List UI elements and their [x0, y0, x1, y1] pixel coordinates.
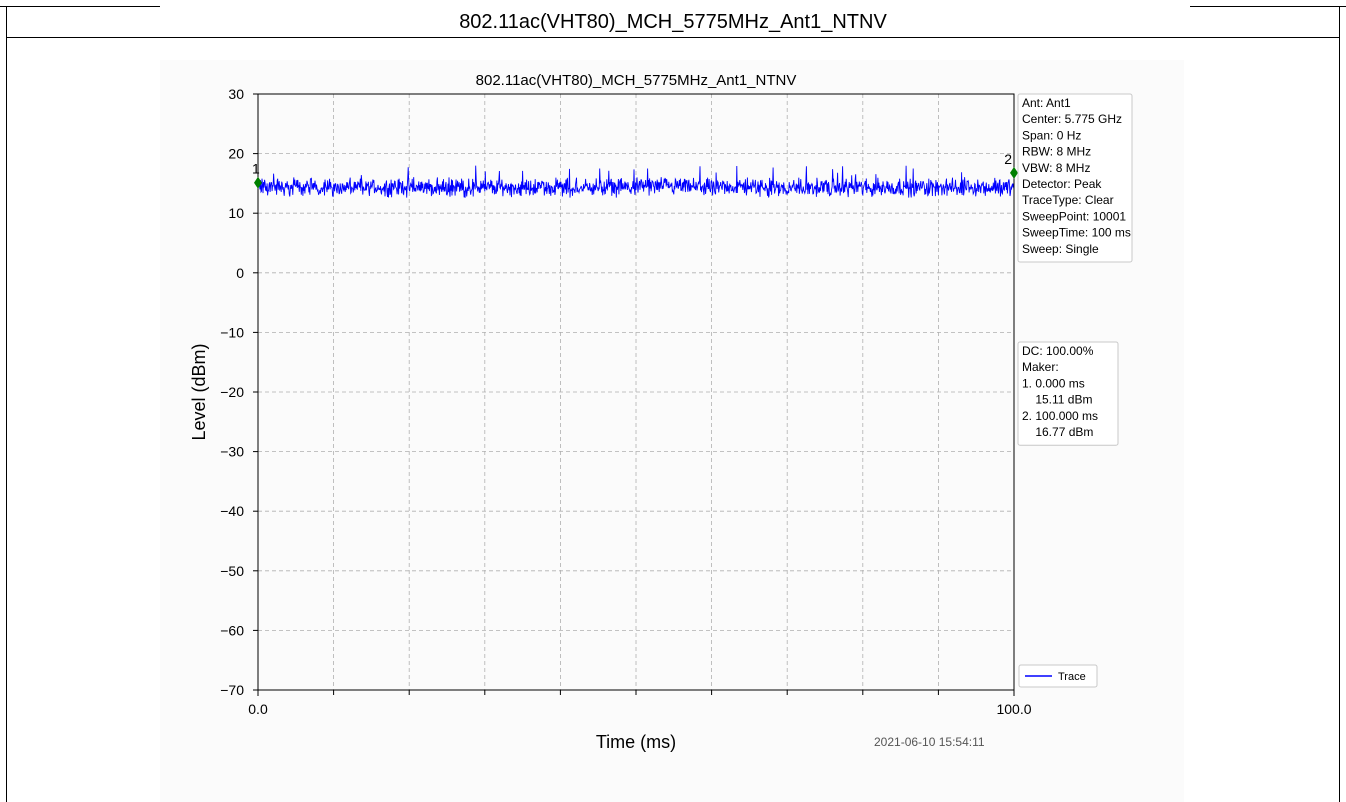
- y-tick-label: −50: [220, 563, 244, 579]
- marker-label: 1: [252, 161, 260, 177]
- grid-lines: [258, 94, 1014, 690]
- x-tick-label: 100.0: [996, 701, 1031, 717]
- chart-title: 802.11ac(VHT80)_MCH_5775MHz_Ant1_NTNV: [476, 72, 797, 89]
- marker-info-box: DC: 100.00% Maker: 1. 0.000 ms 15.11 dBm 2.…: [1017, 341, 1119, 446]
- y-tick-label: 30: [228, 86, 244, 102]
- legend-label: Trace: [1058, 671, 1086, 683]
- marker-box-line: 16.77 dBm: [1022, 425, 1093, 439]
- frame-top-left-line: [0, 6, 160, 7]
- y-tick-label: 20: [228, 146, 244, 162]
- legend-frame: [1018, 664, 1098, 688]
- frame-top-right-line: [1190, 6, 1346, 7]
- frame-left-border: [6, 6, 7, 802]
- header-row: 802.11ac(VHT80)_MCH_5775MHz_Ant1_NTNV: [6, 6, 1340, 38]
- markers: 12: [252, 151, 1018, 189]
- marker-point: [254, 176, 262, 189]
- info-box: Ant: Ant1 Center: 5.775 GHz Span: 0 Hz RBW:…: [1017, 93, 1133, 263]
- y-tick-label: −40: [220, 503, 244, 519]
- trace-series: [257, 165, 1015, 198]
- marker-box-line: Maker:: [1022, 360, 1059, 374]
- info-box-line: VBW: 8 MHz: [1022, 161, 1090, 175]
- info-box-line: TraceType: Clear: [1022, 193, 1114, 207]
- page-title: 802.11ac(VHT80)_MCH_5775MHz_Ant1_NTNV: [459, 11, 887, 33]
- y-axis-label: Level (dBm): [189, 343, 209, 440]
- x-tick-label: 0.0: [248, 701, 268, 717]
- y-tick-label: −30: [220, 444, 244, 460]
- y-tick-label: −20: [220, 384, 244, 400]
- marker-box-frame: [1017, 341, 1119, 446]
- trace-line: [257, 165, 1015, 198]
- timestamp: 2021-06-10 15:54:11: [874, 735, 985, 749]
- info-box-line: Center: 5.775 GHz: [1022, 112, 1122, 126]
- marker-box-line: 1. 0.000 ms: [1022, 376, 1085, 390]
- info-box-frame: [1017, 93, 1133, 263]
- info-box-line: Detector: Peak: [1022, 177, 1102, 191]
- y-tick-label: 0: [236, 265, 244, 281]
- marker-label: 2: [1004, 151, 1012, 167]
- marker-point: [1010, 166, 1018, 179]
- marker-box-line: DC: 100.00%: [1022, 344, 1094, 358]
- y-tick-label: −60: [220, 622, 244, 638]
- y-tick-label: −10: [220, 324, 244, 340]
- info-box-line: RBW: 8 MHz: [1022, 145, 1091, 159]
- y-tick-label: 10: [228, 205, 244, 221]
- marker-box-line: 15.11 dBm: [1022, 393, 1092, 407]
- marker-box-line: 2. 100.000 ms: [1022, 409, 1098, 423]
- x-axis-label: Time (ms): [596, 732, 676, 752]
- info-box-line: SweepPoint: 10001: [1022, 209, 1126, 223]
- y-tick-label: −70: [220, 682, 244, 698]
- axes: 30 20 10 0 −10 −20 −30 −40 −50 −60 −700.0 100.0: [220, 86, 1031, 717]
- info-box-line: SweepTime: 100 ms: [1022, 226, 1131, 240]
- info-box-line: Sweep: Single: [1022, 242, 1099, 256]
- info-box-line: Span: 0 Hz: [1022, 128, 1081, 142]
- frame-right-border: [1339, 6, 1340, 802]
- info-box-line: Ant: Ant1: [1022, 96, 1071, 110]
- legend: Trace: [1018, 664, 1098, 688]
